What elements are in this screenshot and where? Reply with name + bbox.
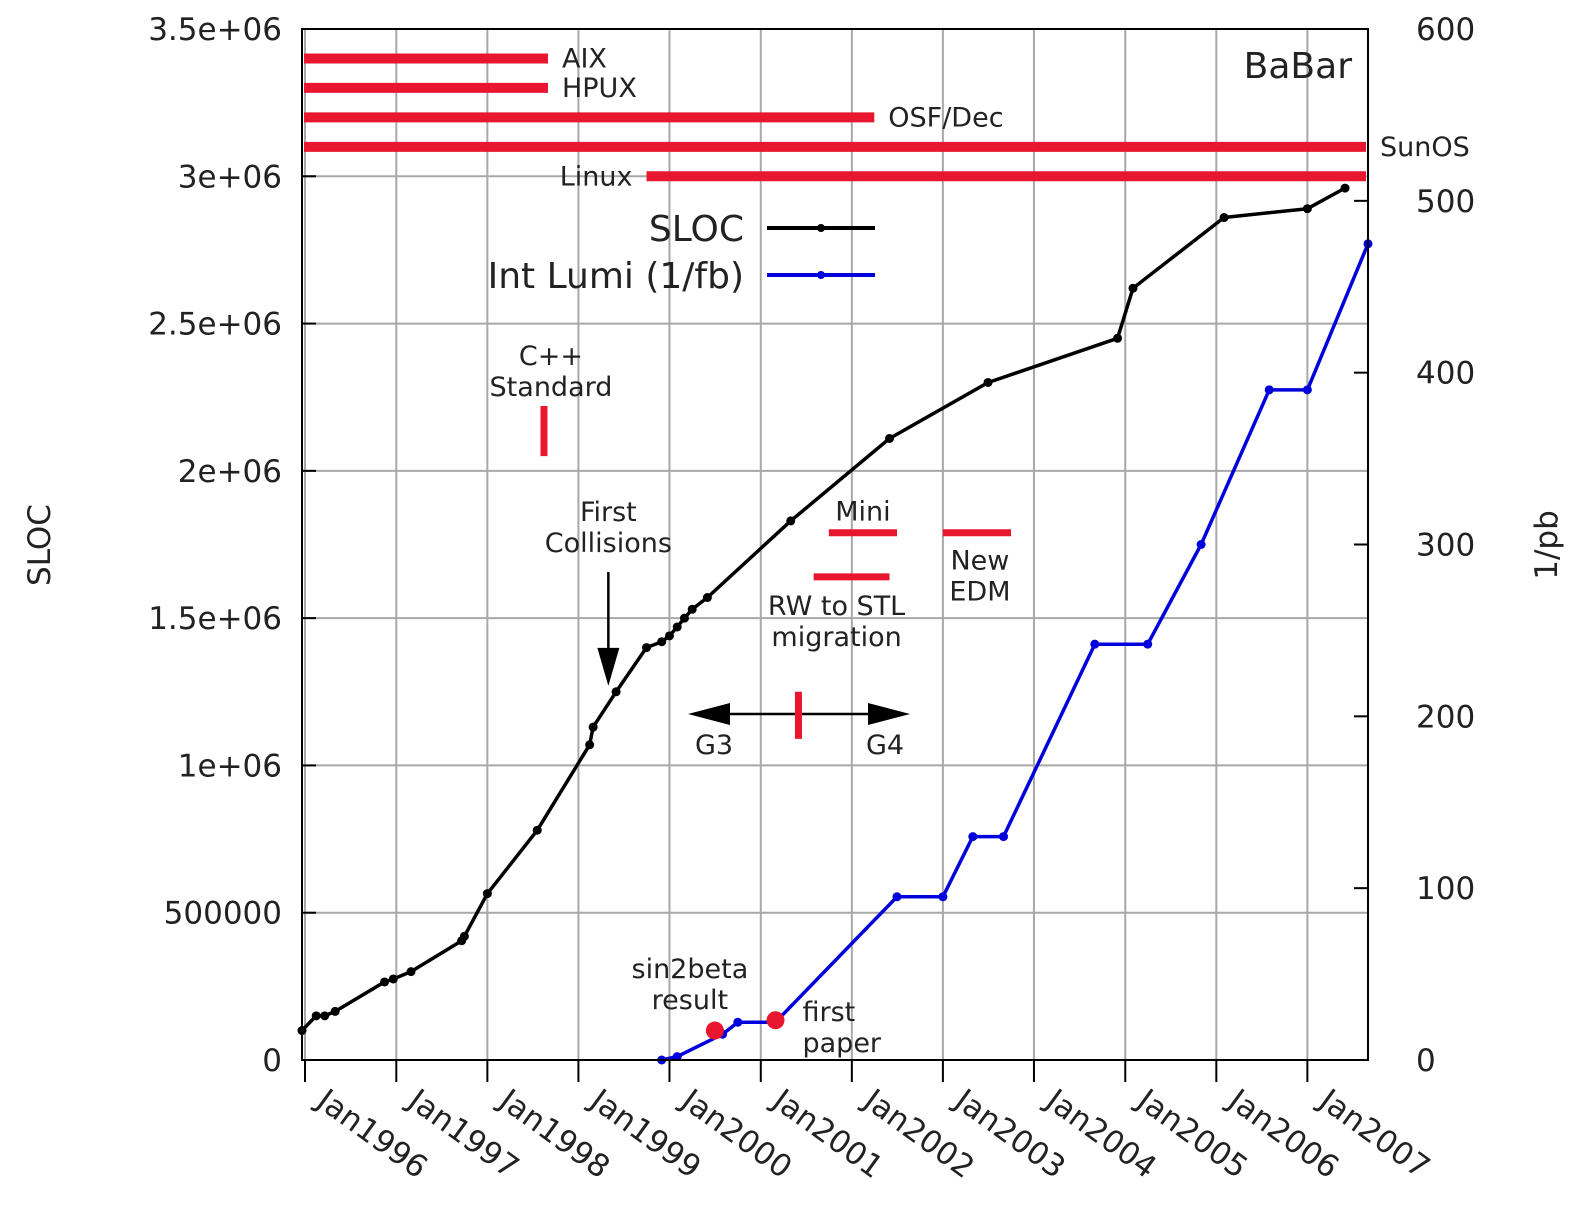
data-point-sloc — [657, 637, 667, 647]
data-point-lumi — [672, 1052, 682, 1062]
platform-label: OSF/Dec — [888, 102, 1003, 133]
sin2beta-label: result — [652, 985, 728, 1016]
first-collisions-arrow-head — [597, 647, 620, 686]
y-tick-label: 3.5e+06 — [148, 12, 282, 48]
data-point-sloc — [983, 377, 993, 387]
legend-marker-lumi — [817, 271, 825, 279]
data-point-lumi — [1196, 540, 1206, 549]
data-point-lumi — [938, 892, 948, 902]
legend: SLOC Int Lumi (1/fb) — [488, 209, 875, 297]
legend-entry-lumi: Int Lumi (1/fb) — [488, 256, 875, 297]
data-point-lumi — [999, 832, 1009, 842]
y2-tick-label: 0 — [1416, 1043, 1436, 1079]
first-collisions-label: First — [580, 497, 637, 528]
y-tick-label: 2e+06 — [178, 454, 282, 490]
legend-label-sloc: SLOC — [649, 209, 744, 250]
y2-tick-label: 200 — [1416, 699, 1475, 735]
y-tick-label: 0 — [262, 1043, 282, 1079]
data-point-sloc — [388, 974, 398, 984]
y2-tick-label: 500 — [1416, 184, 1475, 220]
sin2beta-label: sin2beta — [632, 954, 749, 985]
platform-label: HPUX — [562, 73, 637, 104]
chart-title: BaBar — [1244, 46, 1353, 87]
data-point-sloc — [330, 1006, 340, 1016]
data-point-sloc — [672, 622, 682, 632]
data-point-sloc — [1128, 283, 1138, 293]
data-point-sloc — [482, 889, 492, 899]
cpp-standard-label: C++ — [519, 341, 583, 372]
data-point-sloc — [1113, 333, 1123, 343]
data-point-lumi — [733, 1017, 743, 1027]
data-point-sloc — [687, 604, 697, 614]
data-point-sloc — [1219, 213, 1229, 223]
data-point-sloc — [406, 967, 416, 977]
platform-label: Linux — [560, 161, 633, 192]
data-point-sloc — [611, 687, 621, 697]
y-axis-label: SLOC — [22, 504, 58, 586]
rw-to-stl-label: migration — [771, 622, 901, 653]
data-point-sloc — [320, 1011, 330, 1021]
data-point-sloc — [679, 613, 689, 623]
platform-label: SunOS — [1380, 132, 1470, 163]
y2-tick-label: 100 — [1416, 871, 1475, 907]
g3-arrow-head — [688, 703, 730, 725]
data-point-sloc — [1340, 183, 1350, 193]
data-point-sloc — [459, 931, 469, 941]
cpp-standard-label: Standard — [490, 372, 613, 403]
legend-marker-sloc — [817, 224, 825, 232]
grid — [302, 28, 1368, 1061]
y-tick-label: 3e+06 — [178, 159, 282, 195]
mini-label: Mini — [835, 497, 890, 528]
data-point-lumi — [968, 832, 978, 842]
y-tick-label: 500000 — [164, 896, 282, 932]
rw-to-stl-label: RW to STL — [768, 591, 905, 622]
data-point-lumi — [892, 892, 902, 902]
data-point-lumi — [1264, 385, 1274, 395]
series-line-lumi — [661, 243, 1370, 1062]
series-layer — [297, 183, 1373, 1065]
new-edm-label: New — [950, 546, 1009, 577]
y2-tick-label: 600 — [1416, 12, 1475, 48]
data-point-sloc — [532, 825, 542, 835]
sin2beta-marker — [705, 1021, 724, 1040]
plot-frame — [301, 28, 1369, 1061]
legend-label-lumi: Int Lumi (1/fb) — [488, 256, 744, 297]
y-tick-label: 2.5e+06 — [148, 307, 282, 343]
y-tick-label: 1.5e+06 — [148, 601, 282, 637]
first-collisions-label: Collisions — [545, 528, 672, 559]
first-paper-label: first — [803, 997, 856, 1028]
new-edm-label: EDM — [949, 577, 1010, 608]
legend-entry-sloc: SLOC — [649, 209, 875, 250]
data-point-sloc — [885, 433, 895, 443]
data-point-lumi — [1302, 385, 1312, 395]
g4-arrow-head — [868, 703, 910, 725]
first-paper-marker — [766, 1011, 785, 1030]
data-point-sloc — [311, 1011, 321, 1021]
data-point-lumi — [1090, 639, 1100, 649]
data-point-sloc — [702, 593, 712, 603]
first-paper-label: paper — [803, 1028, 882, 1059]
data-point-sloc — [786, 516, 796, 526]
data-point-sloc — [588, 722, 598, 732]
data-point-sloc — [380, 977, 390, 987]
y2-axis-label: 1/pb — [1529, 510, 1565, 580]
y2-tick-label: 300 — [1416, 528, 1475, 564]
data-point-sloc — [642, 643, 652, 653]
g4-label: G4 — [866, 730, 904, 761]
platform-label: AIX — [562, 43, 607, 74]
y-tick-label: 1e+06 — [178, 748, 282, 784]
y2-tick-label: 400 — [1416, 356, 1475, 392]
data-point-sloc — [585, 740, 595, 750]
g3-label: G3 — [695, 730, 733, 761]
data-point-lumi — [1143, 639, 1153, 649]
data-point-sloc — [664, 631, 674, 641]
data-point-sloc — [1302, 204, 1312, 214]
